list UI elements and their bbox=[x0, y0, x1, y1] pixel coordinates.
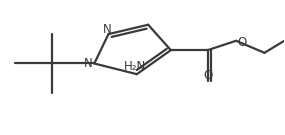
Text: H₂N: H₂N bbox=[124, 60, 146, 73]
Text: N: N bbox=[103, 23, 112, 36]
Text: N: N bbox=[84, 57, 92, 70]
Text: O: O bbox=[203, 69, 212, 82]
Text: O: O bbox=[237, 36, 246, 49]
